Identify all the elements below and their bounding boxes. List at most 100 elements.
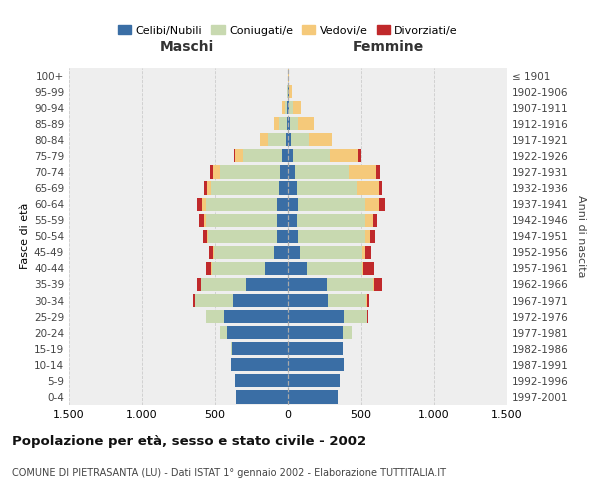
Bar [365, 230, 370, 243]
Bar [233, 150, 235, 162]
Bar [288, 182, 297, 194]
Bar [211, 182, 278, 194]
Bar [358, 150, 361, 162]
Bar [288, 342, 343, 355]
Bar [288, 150, 293, 162]
Bar [288, 390, 338, 404]
Legend: Celibi/Nubili, Coniugati/e, Vedovi/e, Divorziati/e: Celibi/Nubili, Coniugati/e, Vedovi/e, Di… [113, 20, 463, 40]
Bar [210, 166, 213, 178]
Bar [379, 182, 382, 194]
Bar [379, 198, 385, 210]
Bar [231, 358, 288, 372]
Bar [367, 310, 368, 323]
Bar [286, 133, 288, 146]
Bar [233, 294, 288, 307]
Bar [274, 117, 279, 130]
Bar [288, 133, 290, 146]
Bar [349, 166, 376, 178]
Bar [203, 230, 207, 243]
Bar [202, 198, 206, 210]
Bar [204, 214, 206, 227]
Bar [288, 294, 328, 307]
Bar [295, 166, 349, 178]
Bar [288, 278, 328, 291]
Bar [282, 150, 288, 162]
Bar [298, 214, 365, 227]
Bar [288, 246, 299, 259]
Bar [293, 150, 329, 162]
Bar [373, 214, 377, 227]
Bar [227, 326, 288, 340]
Bar [197, 198, 202, 210]
Bar [212, 262, 265, 275]
Bar [298, 198, 365, 210]
Bar [374, 278, 382, 291]
Bar [206, 310, 224, 323]
Bar [365, 214, 373, 227]
Bar [199, 214, 204, 227]
Bar [288, 262, 307, 275]
Bar [274, 246, 288, 259]
Text: Femmine: Femmine [353, 40, 424, 54]
Bar [283, 101, 284, 114]
Bar [362, 246, 365, 259]
Bar [214, 246, 274, 259]
Bar [245, 278, 288, 291]
Bar [362, 262, 363, 275]
Bar [289, 85, 292, 98]
Bar [284, 101, 287, 114]
Bar [328, 278, 373, 291]
Bar [243, 150, 282, 162]
Bar [289, 101, 293, 114]
Bar [207, 230, 208, 243]
Bar [280, 166, 288, 178]
Bar [309, 133, 332, 146]
Bar [288, 198, 298, 210]
Bar [365, 246, 371, 259]
Bar [278, 182, 288, 194]
Bar [236, 390, 288, 404]
Bar [277, 198, 288, 210]
Bar [235, 150, 243, 162]
Bar [363, 262, 374, 275]
Y-axis label: Anni di nascita: Anni di nascita [575, 195, 586, 278]
Bar [365, 198, 379, 210]
Bar [288, 101, 289, 114]
Bar [265, 262, 288, 275]
Bar [206, 262, 211, 275]
Bar [299, 246, 362, 259]
Bar [298, 117, 314, 130]
Bar [208, 230, 277, 243]
Bar [231, 342, 232, 355]
Bar [209, 246, 214, 259]
Text: Popolazione per età, sesso e stato civile - 2002: Popolazione per età, sesso e stato civil… [12, 435, 366, 448]
Bar [195, 294, 233, 307]
Bar [288, 117, 290, 130]
Bar [232, 342, 288, 355]
Bar [287, 117, 288, 130]
Bar [376, 166, 380, 178]
Bar [287, 101, 288, 114]
Bar [206, 198, 277, 210]
Bar [213, 166, 220, 178]
Bar [220, 326, 227, 340]
Bar [290, 133, 309, 146]
Bar [277, 230, 288, 243]
Bar [293, 101, 301, 114]
Bar [288, 166, 295, 178]
Bar [220, 166, 280, 178]
Bar [367, 294, 370, 307]
Bar [288, 85, 289, 98]
Bar [288, 310, 344, 323]
Bar [307, 262, 362, 275]
Y-axis label: Fasce di età: Fasce di età [20, 203, 30, 270]
Bar [268, 133, 286, 146]
Bar [298, 230, 365, 243]
Bar [288, 374, 340, 388]
Bar [344, 310, 367, 323]
Bar [329, 150, 358, 162]
Bar [204, 182, 207, 194]
Bar [358, 182, 379, 194]
Bar [235, 374, 288, 388]
Bar [207, 182, 211, 194]
